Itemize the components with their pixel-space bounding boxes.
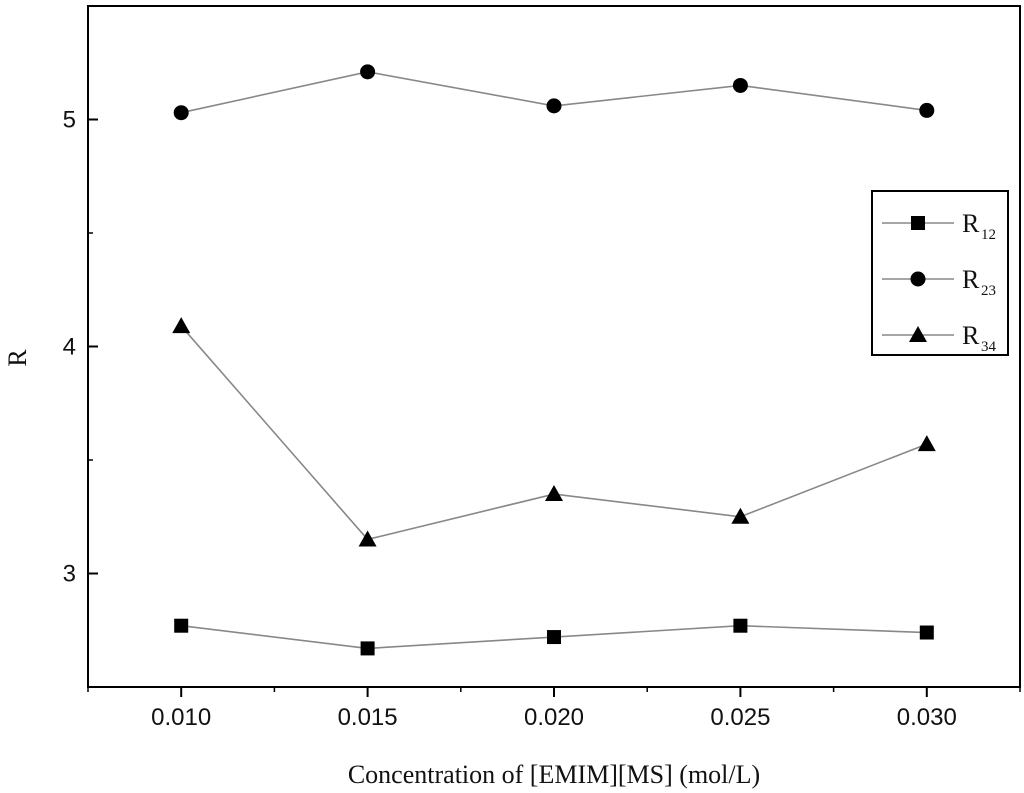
y-axis-title: R xyxy=(3,349,32,367)
series-r12-point xyxy=(919,625,934,640)
series-r34-point xyxy=(917,435,936,452)
legend-item-r23: R 23 xyxy=(882,265,996,299)
series-r23-point xyxy=(546,98,562,114)
legend-label-subscript: 12 xyxy=(981,227,996,243)
legend-label-subscript: 34 xyxy=(981,339,997,355)
x-tick-label: 0.010 xyxy=(151,704,211,731)
series-layer xyxy=(172,64,936,656)
legend-marker xyxy=(910,271,926,287)
x-axis-ticks: 0.010 0.015 0.020 0.025 0.030 xyxy=(87,687,1021,731)
y-tick-label: 3 xyxy=(63,561,76,588)
y-tick-label: 4 xyxy=(63,334,76,361)
legend-label: R xyxy=(962,265,980,294)
legend-item-r34: R 34 xyxy=(882,321,997,355)
series-r34-point xyxy=(545,485,563,502)
x-tick-label: 0.030 xyxy=(897,704,957,731)
legend-marker xyxy=(911,216,925,230)
legend-label: R xyxy=(962,209,980,238)
series-r23-point xyxy=(919,102,935,118)
series-r34-point xyxy=(731,507,750,524)
series-r23-point xyxy=(732,77,748,93)
series-r12-point xyxy=(360,641,375,656)
series-r12 xyxy=(174,618,934,656)
series-r12-point xyxy=(174,618,189,633)
legend-marker xyxy=(909,326,927,342)
series-r34-line xyxy=(180,325,928,541)
series-r23-point xyxy=(173,105,189,121)
y-tick-label: 5 xyxy=(63,107,76,134)
legend: R 12R 23R 34 xyxy=(871,190,1009,356)
legend-item-r12: R 12 xyxy=(882,209,996,243)
y-axis-ticks: 3 4 5 xyxy=(63,5,98,688)
series-r23 xyxy=(173,64,935,121)
legend-box xyxy=(871,190,1009,356)
series-r34 xyxy=(172,317,936,547)
series-r34-point xyxy=(172,317,191,334)
legend-items: R 12R 23R 34 xyxy=(882,209,997,355)
x-tick-label: 0.015 xyxy=(338,704,398,731)
legend-label: R xyxy=(962,321,980,350)
legend-label-subscript: 23 xyxy=(981,283,996,299)
series-r34-point xyxy=(358,530,377,547)
x-tick-label: 0.020 xyxy=(524,704,584,731)
series-r12-point xyxy=(733,618,748,633)
x-axis-title: Concentration of [EMIM][MS] (mol/L) xyxy=(348,760,760,789)
x-tick-label: 0.025 xyxy=(710,704,770,731)
series-r23-point xyxy=(360,64,376,80)
series-r12-point xyxy=(547,630,561,645)
